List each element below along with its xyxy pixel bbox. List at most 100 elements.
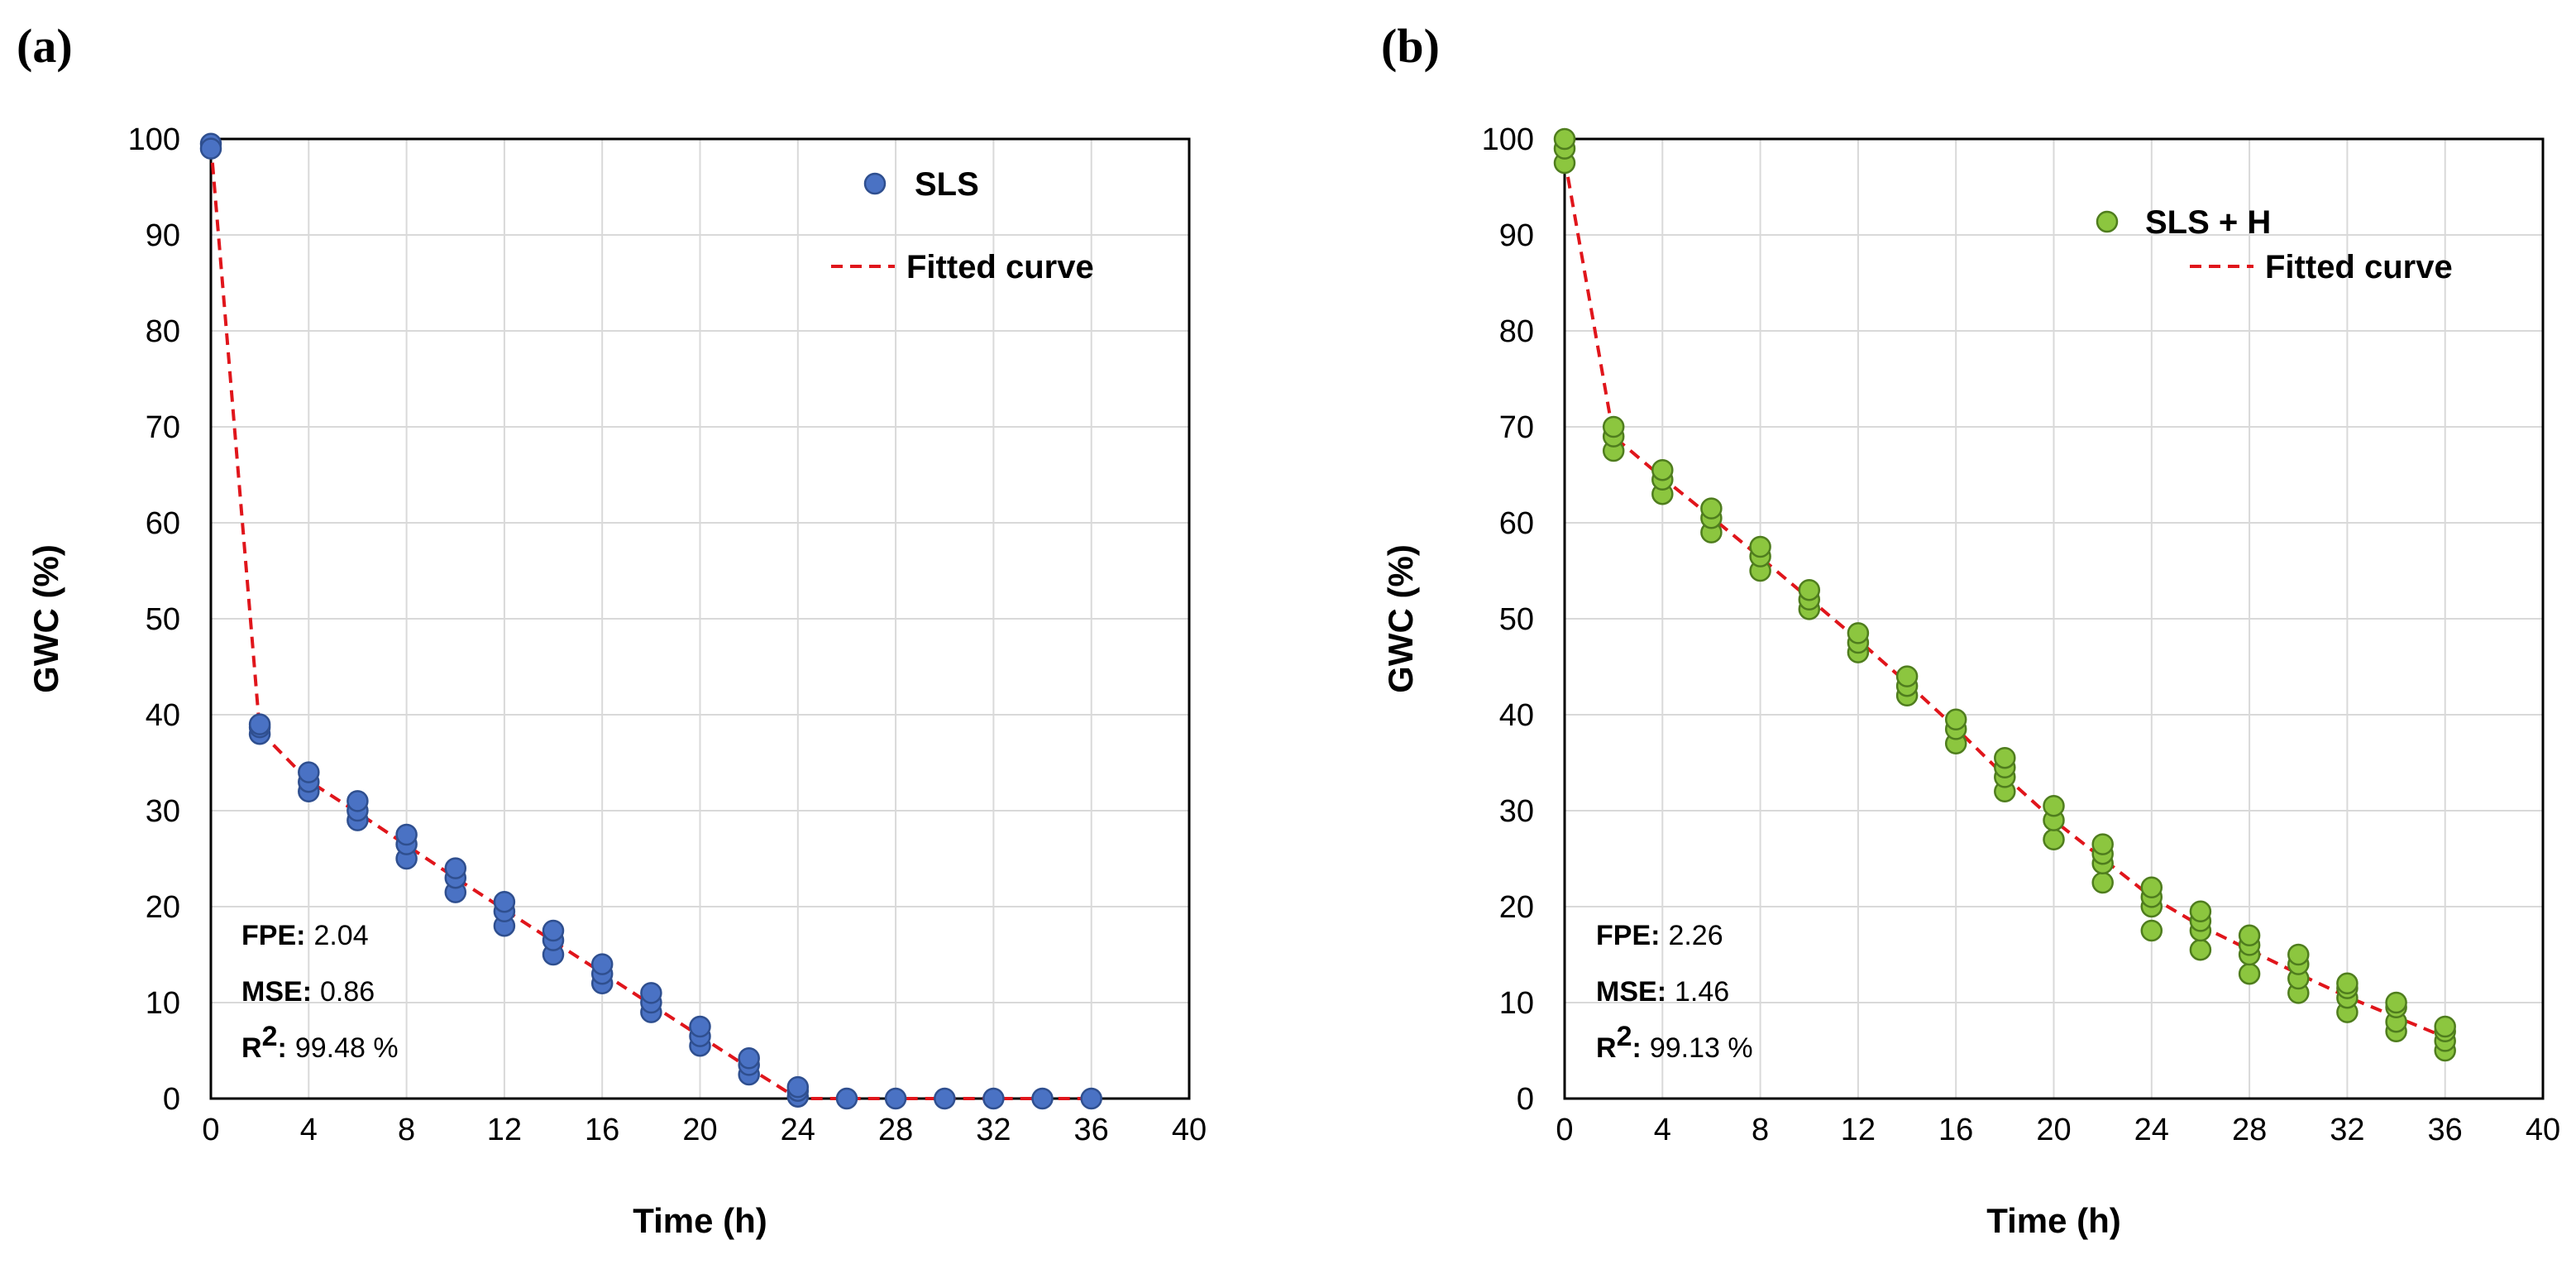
data-point <box>2238 924 2261 947</box>
y-tick-label: 60 <box>1499 506 1534 541</box>
x-tick-label: 12 <box>487 1113 522 1147</box>
plot-frame <box>1563 137 2545 1100</box>
x-tick-label: 36 <box>1074 1113 1109 1147</box>
y-tick-label: 50 <box>146 602 180 637</box>
x-axis-title: Time (h) <box>633 1201 767 1240</box>
legend-marker <box>863 172 887 195</box>
stat-label: R <box>1596 1032 1617 1064</box>
y-tick-label: 30 <box>1499 794 1534 829</box>
stat-value: 1.46 <box>1675 976 1729 1008</box>
y-tick-label: 100 <box>128 122 180 157</box>
stat-colon: : <box>296 920 305 951</box>
x-tick-label: 40 <box>1172 1113 1207 1147</box>
stat-fpe: FPE: 2.04 <box>241 920 369 951</box>
data-point <box>298 761 320 783</box>
data-point <box>542 919 565 942</box>
legend-label-sls-h: SLS + H <box>2145 204 2271 241</box>
data-point <box>1944 708 1967 731</box>
data-point <box>835 1087 858 1110</box>
x-tick-label: 32 <box>976 1113 1011 1147</box>
stat-label: FPE <box>241 920 296 951</box>
y-tick-label: 70 <box>1499 410 1534 445</box>
data-point <box>1994 746 2016 769</box>
stat-fpe: FPE: 2.26 <box>1596 920 1723 951</box>
stat-mse: MSE: 0.86 <box>241 976 375 1008</box>
x-tick-label: 0 <box>1556 1113 1573 1147</box>
stat-label: FPE <box>1596 920 1651 951</box>
x-tick-label: 24 <box>781 1113 815 1147</box>
legend: SLS Fitted curve <box>831 166 1094 285</box>
data-point <box>2336 972 2359 995</box>
data-point <box>199 137 222 160</box>
data-point <box>884 1087 907 1110</box>
data-point <box>248 713 271 735</box>
stat-colon: : <box>277 1032 286 1064</box>
x-tick-label: 0 <box>202 1113 219 1147</box>
data-point <box>786 1075 810 1099</box>
y-tick-label: 50 <box>1499 602 1534 637</box>
data-point <box>738 1047 760 1070</box>
y-tick-label: 30 <box>146 794 180 829</box>
x-tick-label: 4 <box>1654 1113 1671 1147</box>
data-point <box>1602 415 1625 438</box>
y-tick-label: 80 <box>146 314 180 349</box>
y-tick-label: 20 <box>1499 890 1534 925</box>
x-tick-label: 8 <box>1752 1113 1769 1147</box>
stat-value: 0.86 <box>320 976 375 1008</box>
data-point <box>2140 876 2163 899</box>
x-tick-label: 28 <box>878 1113 913 1147</box>
stat-r: R2: 99.48 % <box>241 1021 399 1064</box>
data-point <box>2434 1015 2456 1038</box>
x-tick-label: 28 <box>2232 1113 2267 1147</box>
panel-label: (a) <box>17 19 73 73</box>
data-point <box>1895 665 1919 687</box>
data-point <box>2287 943 2310 966</box>
data-point <box>346 790 369 812</box>
data-point <box>444 857 467 879</box>
y-axis-title: GWC (%) <box>26 544 65 693</box>
stat-colon: : <box>1651 920 1660 951</box>
x-tick-label: 24 <box>2134 1113 2169 1147</box>
x-tick-label: 36 <box>2428 1113 2463 1147</box>
plot-frame <box>209 137 1191 1100</box>
data-point <box>2385 991 2407 1014</box>
x-tick-label: 4 <box>300 1113 318 1147</box>
data-point <box>2189 900 2212 923</box>
stat-colon: : <box>303 976 312 1008</box>
y-tick-label: 20 <box>146 890 180 925</box>
y-tick-label: 90 <box>146 218 180 253</box>
legend-label-fitted-curve: Fitted curve <box>2265 249 2453 285</box>
chart-panel-b: (b) 0 4 8 12 16 20 24 28 32 36 40 0 10 20 30 40 50 60 70 80 9… <box>1381 19 2560 1240</box>
y-tick-label: 90 <box>1499 218 1534 253</box>
x-tick-label: 16 <box>585 1113 619 1147</box>
stat-superscript: 2 <box>1617 1021 1632 1052</box>
stat-value: 99.48 % <box>295 1032 399 1064</box>
data-point <box>2043 828 2065 851</box>
stat-colon: : <box>1632 1032 1641 1064</box>
panel-label: (b) <box>1381 19 1440 73</box>
data-point <box>1080 1087 1102 1110</box>
x-tick-label: 16 <box>1938 1113 1973 1147</box>
y-tick-label: 40 <box>146 698 180 733</box>
data-point <box>1798 578 1821 601</box>
y-tick-label: 60 <box>146 506 180 541</box>
stat-value: 99.13 % <box>1650 1032 1753 1064</box>
y-tick-label: 80 <box>1499 314 1534 349</box>
y-axis-title: GWC (%) <box>1381 544 1420 693</box>
legend-label-sls: SLS <box>915 166 979 203</box>
stat-mse: MSE: 1.46 <box>1596 976 1729 1008</box>
x-tick-label: 8 <box>398 1113 415 1147</box>
x-tick-label: 12 <box>1841 1113 1876 1147</box>
fitted-curve-line <box>1563 157 2446 1039</box>
y-tick-label: 100 <box>1482 122 1534 157</box>
stat-superscript: 2 <box>262 1021 278 1052</box>
data-point <box>2140 919 2163 942</box>
stat-value: 2.04 <box>313 920 368 951</box>
y-tick-label: 10 <box>1499 986 1534 1021</box>
x-tick-label: 20 <box>2036 1113 2071 1147</box>
data-point <box>2043 794 2065 817</box>
fitted-curve-line <box>209 143 1092 1100</box>
data-point <box>2189 938 2212 961</box>
data-point <box>1847 622 1870 644</box>
